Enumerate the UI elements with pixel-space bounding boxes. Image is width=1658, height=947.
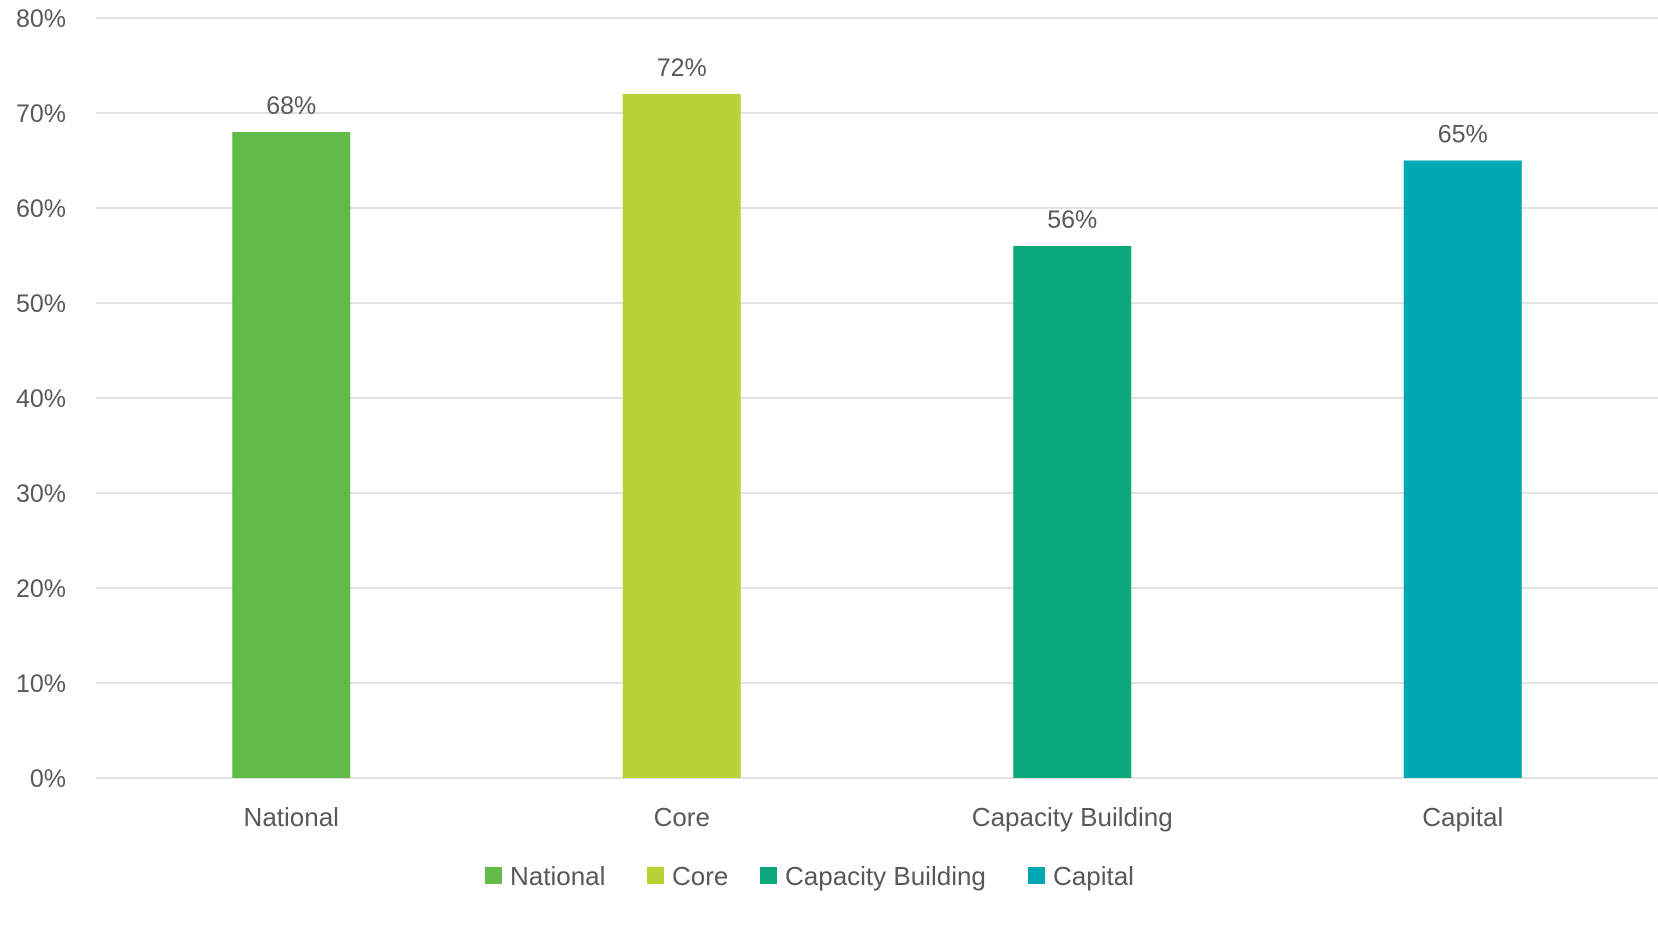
legend-label: National [510, 861, 605, 891]
bar-capital [1403, 160, 1522, 778]
legend-swatch [485, 867, 502, 884]
bar-data-label: 72% [657, 54, 707, 82]
bar-core [622, 94, 741, 778]
gridlines [96, 17, 1658, 779]
bar-data-labels: 68% 72% 56% 65% [266, 54, 1488, 234]
bars [232, 94, 1522, 778]
bar-data-label: 65% [1438, 121, 1488, 149]
legend-item: Capacity Building [760, 861, 986, 891]
legend: National Core Capacity Building Capital [485, 861, 1134, 891]
y-tick-label: 0% [30, 765, 66, 793]
legend-label: Capital [1053, 861, 1134, 891]
y-tick-label: 30% [16, 480, 66, 508]
legend-item: National [485, 861, 605, 891]
y-tick-label: 70% [16, 100, 66, 128]
y-tick-label: 40% [16, 385, 66, 413]
y-tick-label: 50% [16, 290, 66, 318]
legend-swatch [760, 867, 777, 884]
legend-label: Capacity Building [785, 861, 986, 891]
bar-capacity-building [1013, 246, 1132, 778]
x-tick-label: National [244, 802, 339, 832]
y-tick-label: 60% [16, 195, 66, 223]
x-tick-label: Core [654, 802, 710, 832]
legend-item: Capital [1028, 861, 1134, 891]
legend-label: Core [672, 861, 728, 891]
y-tick-label: 20% [16, 575, 66, 603]
legend-swatch [647, 867, 664, 884]
legend-item: Core [647, 861, 728, 891]
x-axis-tick-labels: National Core Capacity Building Capital [244, 802, 1504, 832]
x-tick-label: Capacity Building [972, 802, 1173, 832]
legend-swatch [1028, 867, 1045, 884]
bar-national [232, 132, 351, 778]
bar-data-label: 56% [1047, 206, 1097, 234]
y-tick-label: 10% [16, 670, 66, 698]
x-tick-label: Capital [1422, 802, 1503, 832]
bar-data-label: 68% [266, 92, 316, 120]
y-axis-tick-labels: 0% 10% 20% 30% 40% 50% 60% 70% 80% [16, 5, 66, 793]
y-tick-label: 80% [16, 5, 66, 33]
